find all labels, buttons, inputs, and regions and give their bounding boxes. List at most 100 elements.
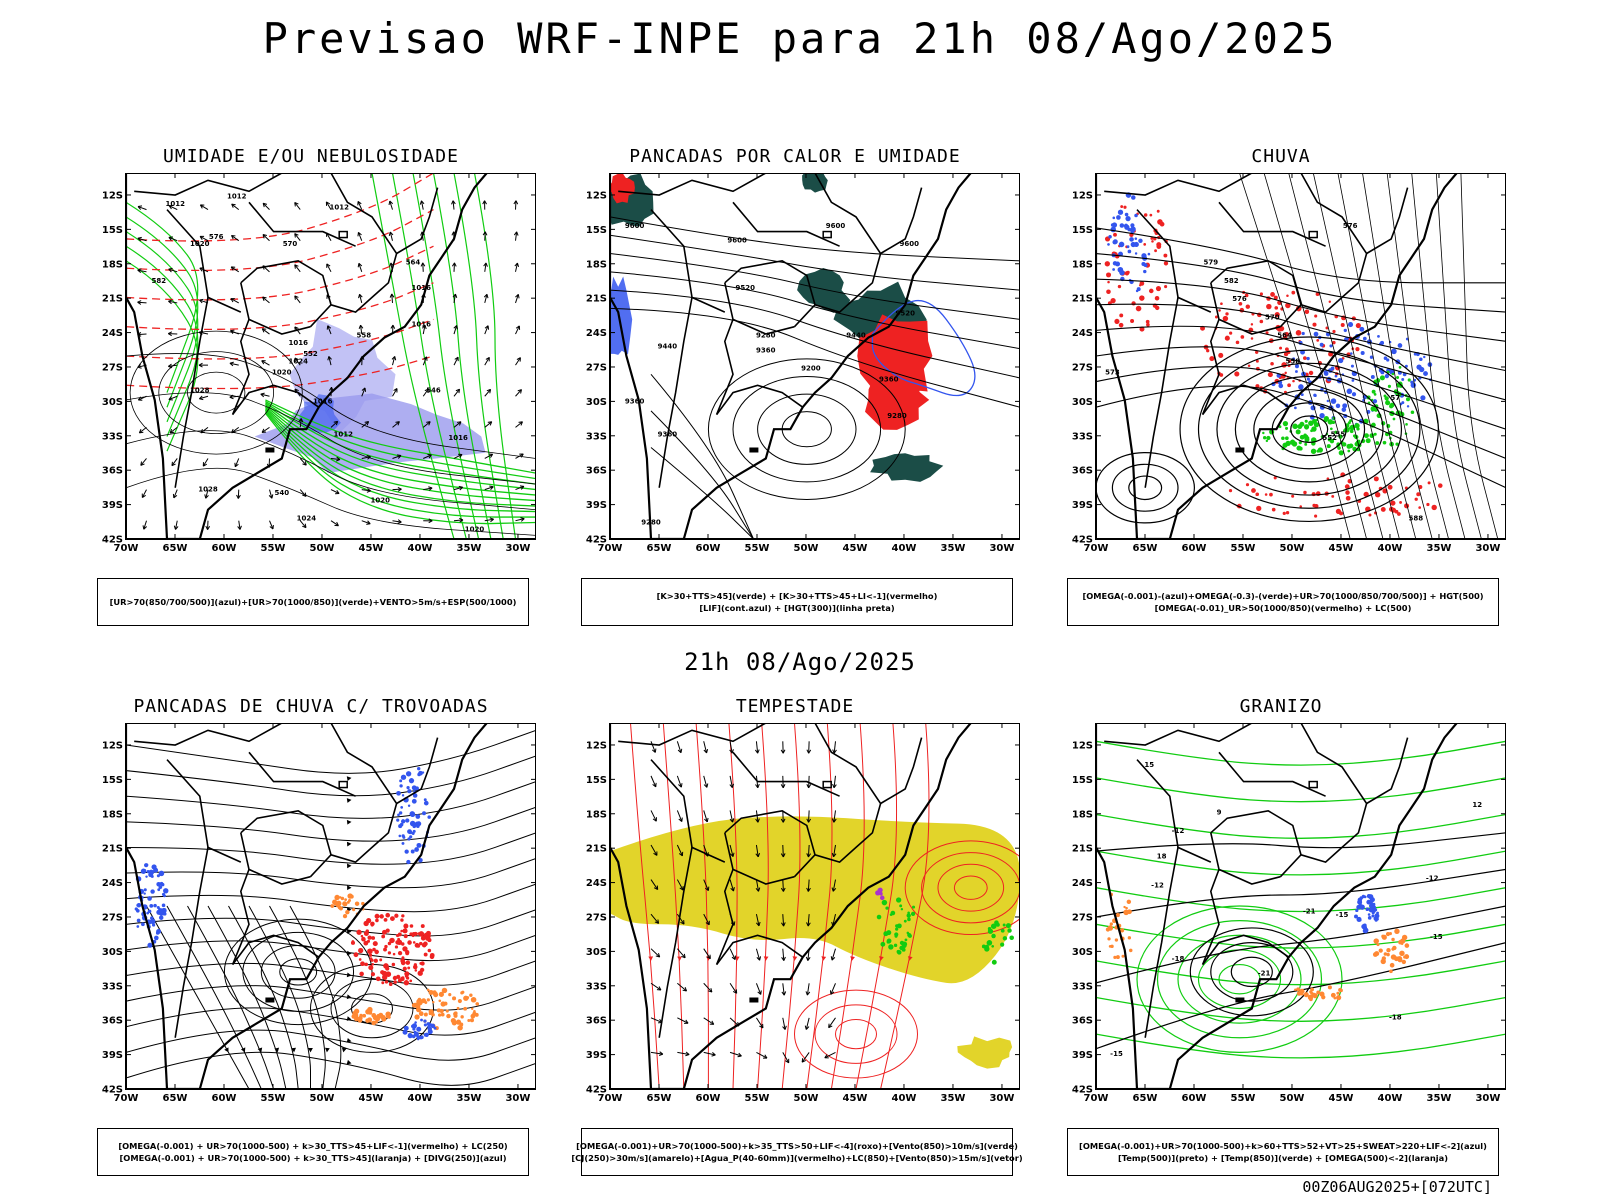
wind-vector <box>422 324 427 335</box>
streamline-arrow <box>308 1048 313 1053</box>
lon-label: 60W <box>696 1093 721 1104</box>
wind-vector <box>676 741 683 754</box>
lon-label: 40W <box>407 543 432 554</box>
rain-blue-area <box>1125 216 1130 220</box>
lake <box>1308 780 1318 789</box>
divergence-blue-area <box>424 1032 429 1037</box>
contour-label: -12 <box>1172 827 1185 835</box>
storm-red-area <box>360 934 364 938</box>
wind-vector <box>806 914 811 927</box>
storm-orange-area <box>440 1012 445 1017</box>
divergence-blue-area <box>156 874 160 878</box>
low-level-streamline <box>630 723 660 1089</box>
contour-label: 558 <box>356 332 371 340</box>
wind-green-area <box>910 911 916 916</box>
wind-vector <box>831 810 837 823</box>
streamline <box>289 905 342 1089</box>
rain-blue-area <box>1323 371 1329 376</box>
wind-vector <box>330 456 341 462</box>
country-border <box>240 259 332 328</box>
wind-vector <box>755 810 760 823</box>
rain-red-area <box>1113 232 1117 237</box>
omega-orange-area <box>1381 956 1386 961</box>
lon-label: 50W <box>1280 1093 1305 1104</box>
storm-red-area <box>363 940 369 946</box>
wind-green-area <box>906 913 911 918</box>
wind-vector <box>137 300 147 305</box>
streamline <box>279 958 318 986</box>
omega-orange-area <box>1389 969 1393 974</box>
omega-orange-area <box>1373 938 1379 944</box>
rain-blue-area <box>1343 328 1347 333</box>
divergence-blue-area <box>423 1023 427 1027</box>
streamline-arrow <box>346 1038 352 1043</box>
storm-red-area <box>379 914 384 919</box>
streamline-arrow <box>346 819 352 825</box>
wind-vector <box>294 233 301 242</box>
rain-blue-area <box>1115 261 1121 267</box>
temp500-contour <box>1096 832 1506 852</box>
streamline <box>223 918 373 1026</box>
divergence-blue-area <box>145 875 148 878</box>
wind-vector <box>262 296 270 304</box>
panel-tempestade: TEMPESTADE 12S 15S 18S 21S 24S 27S 30S 33S 36S 39… <box>570 696 1023 1176</box>
rain-red-area <box>1274 312 1280 318</box>
lon-label: 30W <box>505 543 530 554</box>
low-level-streamline <box>953 875 988 900</box>
divergence-blue-area <box>136 925 140 928</box>
divergence-blue-area <box>406 786 410 790</box>
rain-red-area <box>1247 364 1251 367</box>
low-level-streamline <box>830 723 865 1089</box>
divergence-blue-area <box>401 794 405 797</box>
divergence-blue-area <box>156 929 162 934</box>
rain-red-area <box>1146 322 1150 327</box>
wind-green-area <box>900 908 904 911</box>
omega-orange-area <box>1401 959 1407 965</box>
omega-orange-area <box>1115 913 1120 918</box>
lon-label: 35W <box>456 543 481 554</box>
storm-orange-area <box>451 1020 457 1026</box>
height-contour <box>650 410 754 539</box>
contour-label: -21 <box>1258 970 1271 978</box>
streamline <box>187 905 275 1089</box>
divergence-blue-area <box>410 849 415 854</box>
omega-orange-area <box>1114 938 1119 942</box>
rain-red-area <box>1164 285 1168 289</box>
pressure-contour <box>126 392 536 485</box>
rain-red-area <box>1123 205 1127 209</box>
rain-blue-area <box>1294 364 1299 369</box>
storm-red-area <box>384 944 388 949</box>
wind-vector <box>205 520 211 530</box>
storm-red-area <box>364 962 368 967</box>
rain-red-area <box>1308 370 1314 376</box>
rain-red-area <box>1135 305 1142 312</box>
rain-blue-area <box>1118 241 1125 248</box>
omega-orange-area <box>1119 928 1125 933</box>
country-border <box>240 832 311 885</box>
storm-red-area <box>420 935 426 941</box>
omega-orange-area <box>1327 985 1332 990</box>
storm-orange-area <box>469 993 473 997</box>
omega-orange-area <box>1383 952 1388 956</box>
rain-blue-area <box>1112 268 1116 271</box>
wind-vector <box>423 454 432 459</box>
wind-vector <box>703 948 711 960</box>
rain-blue-area <box>1301 331 1305 336</box>
hail-blue-area <box>1354 914 1358 919</box>
rain-red-area <box>1269 492 1273 497</box>
lat-label: 36S <box>586 466 607 477</box>
rain-green-area <box>1382 440 1387 445</box>
lat-label: 21S <box>102 844 123 855</box>
map-chuva: 582 576 570 564 558 552 573 579 576 555 57 588 12S 15… <box>1066 173 1506 561</box>
wind-vector <box>199 204 209 211</box>
storm-orange-area <box>438 991 444 997</box>
rain-green-area <box>1349 429 1354 434</box>
lon-label: 50W <box>794 543 819 554</box>
wind-vector <box>327 356 332 366</box>
wind-vector <box>780 844 786 858</box>
contour-label: 1020 <box>272 368 292 376</box>
lon-label: 35W <box>940 1093 965 1104</box>
map-content: 9600 9600 9600 9600 9520 9520 9440 9440 9360 9360… <box>610 173 1020 539</box>
streamline <box>1337 173 1417 539</box>
wind-vector <box>703 1017 715 1025</box>
